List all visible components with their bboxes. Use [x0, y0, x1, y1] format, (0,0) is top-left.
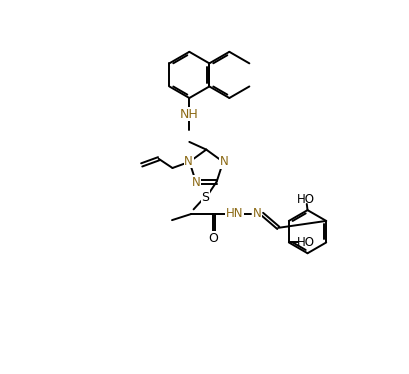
Text: N: N [252, 207, 261, 220]
Text: O: O [207, 232, 217, 245]
Text: HN: HN [225, 207, 243, 220]
Text: HO: HO [296, 193, 314, 206]
Text: N: N [191, 176, 200, 189]
Text: N: N [219, 155, 228, 168]
Text: HO: HO [296, 236, 314, 249]
Text: S: S [201, 190, 209, 203]
Text: N: N [184, 154, 193, 168]
Text: NH: NH [180, 108, 198, 121]
